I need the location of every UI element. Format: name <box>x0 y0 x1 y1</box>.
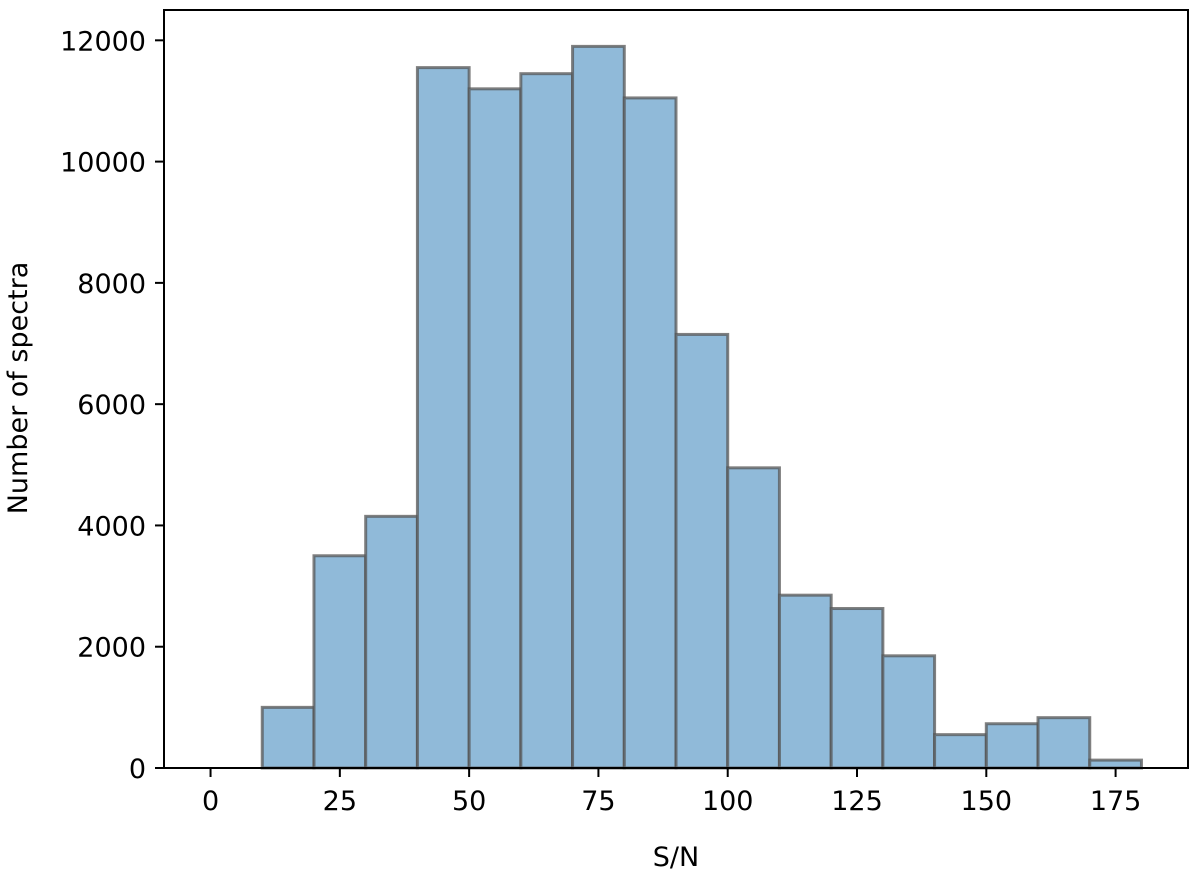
y-tick-label: 0 <box>129 754 146 785</box>
y-tick-label: 6000 <box>77 390 146 421</box>
y-axis-title: Number of spectra <box>3 262 34 515</box>
histogram-bar-10 <box>777 593 833 770</box>
histogram-bar-14 <box>984 722 1040 770</box>
bars-layer <box>260 44 1143 770</box>
histogram-bar-12 <box>881 654 937 770</box>
histogram-bar-3 <box>415 66 471 770</box>
axes-layer: 0 25 50 75 100 125 150 175 0 2000 4000 6000 8000 1000… <box>60 9 1189 817</box>
histogram-bar-8 <box>674 332 730 770</box>
histogram-bar-16 <box>1088 758 1143 770</box>
x-axis-title: S/N <box>653 842 699 873</box>
y-tick-label: 12000 <box>60 26 146 57</box>
x-tick-label: 125 <box>831 786 883 817</box>
y-tick-label: 4000 <box>77 511 146 542</box>
x-tick-label: 0 <box>202 786 219 817</box>
histogram-bar-5 <box>519 72 575 770</box>
histogram-bar-13 <box>933 733 988 770</box>
histogram-bar-11 <box>829 607 885 770</box>
x-tick-label: 50 <box>452 786 486 817</box>
x-tick-label: 150 <box>961 786 1013 817</box>
x-tick-label: 100 <box>702 786 754 817</box>
histogram-bar-6 <box>571 44 626 770</box>
histogram-bar-0 <box>260 705 316 770</box>
y-tick-label: 2000 <box>77 633 146 664</box>
x-tick-label: 175 <box>1090 786 1142 817</box>
histogram-bar-9 <box>726 466 781 770</box>
histogram-bar-4 <box>467 87 523 770</box>
histogram-bar-7 <box>622 96 678 770</box>
y-tick-label: 8000 <box>77 269 146 300</box>
plot-frame <box>163 9 1189 769</box>
histogram-bar-15 <box>1036 716 1092 770</box>
histogram-bar-2 <box>364 514 419 770</box>
y-tick-label: 10000 <box>60 148 146 179</box>
x-tick-label: 25 <box>323 786 357 817</box>
histogram-bar-1 <box>312 554 368 770</box>
x-tick-label: 75 <box>581 786 615 817</box>
